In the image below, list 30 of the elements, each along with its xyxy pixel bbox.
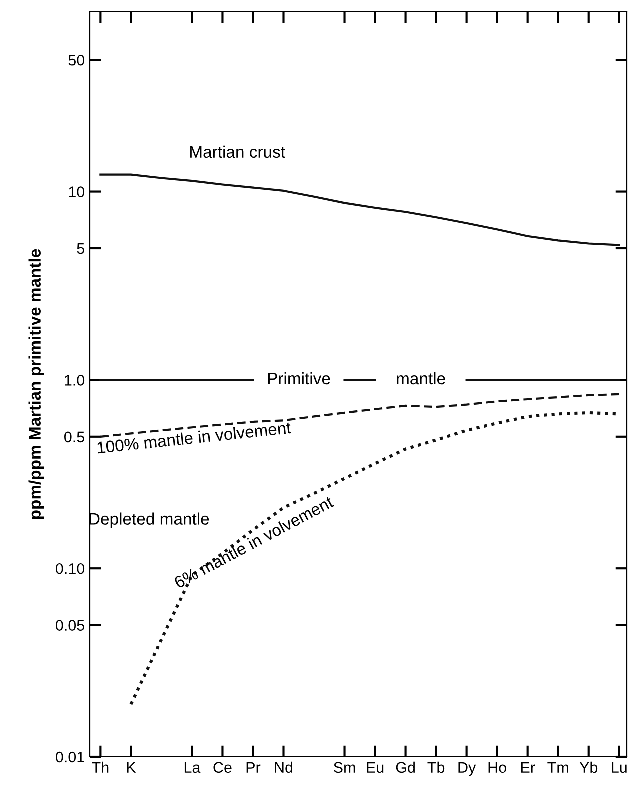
y-tick-label: 50 [68, 54, 85, 66]
annotation: Depleted mantle [90, 512, 210, 528]
x-tick-label: Ho [488, 762, 506, 774]
y-tick-label: 1.0 [65, 375, 85, 386]
y-axis-title: ppm/ppm Martian primitive mantle [28, 249, 44, 520]
x-tick-label: Nd [275, 762, 293, 774]
annotation: Martian crust [190, 146, 286, 158]
annotation: mantle [397, 372, 446, 385]
x-tick-label: Eu [367, 762, 384, 774]
y-tick-label: 0.05 [56, 620, 84, 631]
x-tick-label: Lu [612, 762, 627, 774]
y-tick-label: 0.5 [64, 432, 84, 443]
x-tick-label: La [184, 762, 201, 774]
x-tick-label: K [127, 762, 136, 773]
x-tick-label: Sm [334, 762, 356, 774]
y-tick-label: 0.10 [56, 563, 85, 574]
x-tick-label: Ce [214, 762, 232, 774]
x-tick-label: Tm [548, 762, 568, 773]
x-tick-label: Th [92, 762, 109, 773]
x-tick-label: Er [521, 762, 536, 773]
x-tick-label: Yb [580, 762, 598, 774]
x-tick-label: Tb [428, 762, 445, 774]
annotation: Primitive [268, 372, 330, 385]
y-tick-label: 10 [69, 186, 85, 198]
annotation: 100% mantle in volvement [97, 421, 292, 454]
y-tick-label: 0.01 [56, 752, 84, 763]
x-tick-label: Gd [396, 762, 415, 774]
x-tick-label: Pr [246, 762, 261, 773]
y-tick-label: 5 [77, 244, 84, 254]
x-tick-label: Dy [458, 762, 476, 776]
